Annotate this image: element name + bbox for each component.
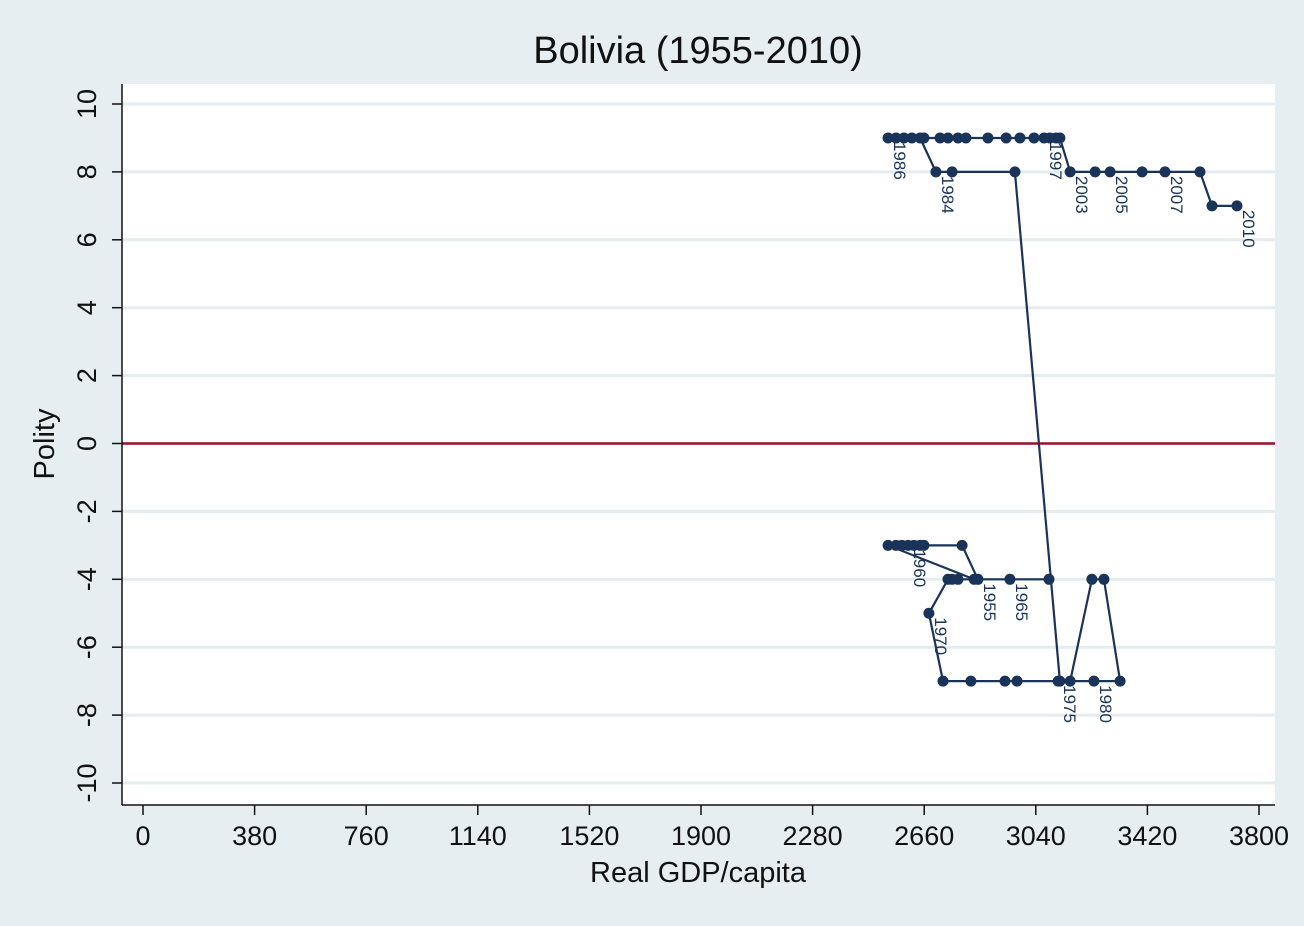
x-tick-label: 380	[232, 821, 277, 851]
data-point	[898, 132, 910, 144]
y-tick-label: -2	[72, 499, 102, 523]
data-point	[882, 132, 894, 144]
point-label: 1970	[931, 617, 950, 655]
data-point	[1014, 132, 1026, 144]
y-tick-label: 4	[72, 300, 102, 315]
data-point	[960, 132, 972, 144]
y-tick-label: 0	[72, 436, 102, 451]
y-tick-label: -8	[72, 703, 102, 727]
data-point	[1054, 675, 1066, 687]
x-tick-label: 1140	[449, 821, 507, 851]
data-point	[956, 539, 968, 551]
data-point	[1064, 675, 1076, 687]
y-tick-label: -6	[72, 635, 102, 659]
x-tick-label: 3040	[1006, 821, 1066, 851]
data-point	[1043, 573, 1055, 585]
point-label: 1965	[1012, 583, 1031, 621]
data-point	[923, 607, 935, 619]
y-axis-label: Polity	[29, 408, 61, 479]
x-tick-label: 3420	[1117, 821, 1177, 851]
data-point	[1098, 573, 1110, 585]
data-point	[1011, 675, 1023, 687]
y-tick-label: 8	[72, 164, 102, 179]
x-axis-label: Real GDP/capita	[590, 857, 807, 889]
data-point	[942, 573, 954, 585]
point-label: 1975	[1060, 685, 1079, 723]
point-label: 1955	[980, 583, 999, 621]
point-label: 2005	[1112, 176, 1131, 214]
data-point	[1159, 166, 1171, 178]
series: 1955 1960 1965 1970 1975 1980 1984 1986 1997 2003…	[882, 132, 1258, 723]
data-point	[942, 132, 954, 144]
point-label: 2007	[1167, 176, 1186, 214]
point-label: 2003	[1072, 176, 1091, 214]
data-point	[1194, 166, 1206, 178]
data-point	[1104, 166, 1116, 178]
x-tick-label: 0	[135, 821, 150, 851]
x-tick-label: 2280	[783, 821, 843, 851]
y-tick-label: -4	[72, 567, 102, 591]
data-point	[952, 132, 964, 144]
data-point	[1231, 200, 1243, 212]
point-label: 2010	[1239, 210, 1258, 248]
data-point	[1136, 166, 1148, 178]
data-point	[930, 166, 942, 178]
x-tick-label: 1900	[671, 821, 731, 851]
y-tick-label: 10	[72, 89, 102, 119]
axes: -10 -8 -6 -4 -2 0 2 4 6 8 10 0 380 760 1140 1520 1900 228…	[72, 84, 1289, 851]
x-tick-label: 760	[344, 821, 389, 851]
x-tick-label: 2660	[894, 821, 954, 851]
data-point	[882, 539, 894, 551]
data-point	[1064, 166, 1076, 178]
x-tick-label: 1520	[559, 821, 619, 851]
point-label: 1986	[890, 142, 909, 180]
data-point	[1114, 675, 1126, 687]
data-point	[934, 132, 946, 144]
data-point	[937, 675, 949, 687]
data-point	[890, 132, 902, 144]
y-tick-label: 2	[72, 368, 102, 383]
data-point	[1206, 200, 1218, 212]
data-point	[1088, 675, 1100, 687]
chart-title: Bolivia (1955-2010)	[533, 30, 863, 72]
y-tick-label: -10	[72, 763, 102, 802]
data-point	[968, 573, 980, 585]
data-point	[1009, 166, 1021, 178]
data-point	[982, 132, 994, 144]
data-point	[890, 539, 902, 551]
data-point	[1004, 573, 1016, 585]
point-label: 1980	[1096, 685, 1115, 723]
data-point	[1086, 573, 1098, 585]
data-point	[918, 132, 930, 144]
x-tick-label: 3800	[1229, 821, 1289, 851]
data-point	[946, 166, 958, 178]
data-point	[1054, 132, 1066, 144]
point-label: 1997	[1046, 142, 1065, 180]
data-point	[1000, 132, 1012, 144]
point-label: 1984	[938, 176, 957, 214]
point-label: 1960	[910, 549, 929, 587]
data-point	[999, 675, 1011, 687]
data-point	[1028, 132, 1040, 144]
y-tick-label: 6	[72, 232, 102, 247]
data-point	[1089, 166, 1101, 178]
data-point	[906, 132, 918, 144]
data-point	[965, 675, 977, 687]
